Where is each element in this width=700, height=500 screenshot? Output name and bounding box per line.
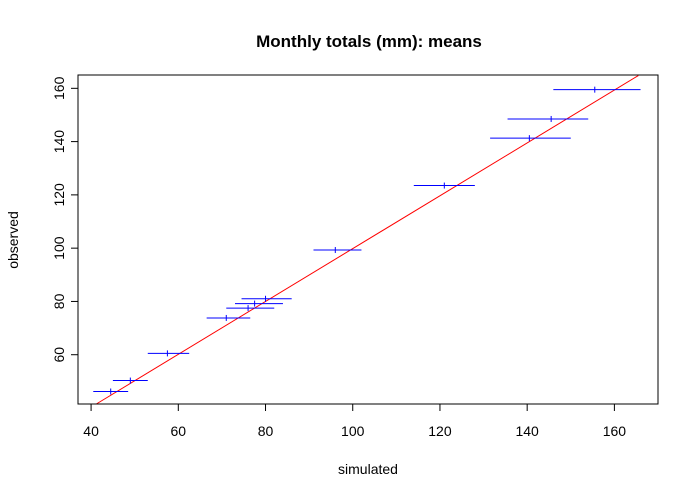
plot-marks bbox=[93, 75, 641, 405]
y-tick-label: 140 bbox=[51, 130, 67, 154]
x-tick-label: 40 bbox=[83, 423, 99, 439]
x-tick-label: 140 bbox=[515, 423, 539, 439]
x-tick-label: 80 bbox=[258, 423, 274, 439]
y-tick-label: 80 bbox=[51, 293, 67, 309]
data-point-9 bbox=[413, 182, 475, 189]
y-tick-label: 100 bbox=[51, 236, 67, 260]
y-tick-label: 160 bbox=[51, 76, 67, 100]
y-tick-label: 60 bbox=[51, 347, 67, 363]
data-point-4 bbox=[206, 314, 251, 321]
reference-line bbox=[96, 75, 639, 405]
data-point-10 bbox=[490, 135, 571, 142]
data-point-12 bbox=[553, 86, 641, 93]
data-point-3 bbox=[147, 350, 190, 357]
chart-title: Monthly totals (mm): means bbox=[256, 32, 482, 51]
x-axis-label: simulated bbox=[338, 461, 398, 477]
data-point-1 bbox=[93, 388, 129, 395]
data-point-7 bbox=[241, 295, 292, 302]
x-axis: 40 60 80 100 120 140 160 bbox=[83, 403, 627, 439]
y-axis-label: observed bbox=[5, 211, 21, 269]
data-point-8 bbox=[313, 247, 362, 254]
x-tick-label: 100 bbox=[341, 423, 365, 439]
data-point-2 bbox=[112, 377, 148, 384]
x-tick-label: 60 bbox=[171, 423, 187, 439]
y-tick-label: 120 bbox=[51, 183, 67, 207]
x-tick-label: 120 bbox=[428, 423, 452, 439]
x-tick-label: 160 bbox=[603, 423, 627, 439]
data-point-11 bbox=[507, 115, 589, 122]
y-axis: 60 80 100 120 140 160 bbox=[51, 76, 79, 363]
data-point-5 bbox=[226, 305, 275, 312]
data-point-6 bbox=[234, 300, 283, 307]
